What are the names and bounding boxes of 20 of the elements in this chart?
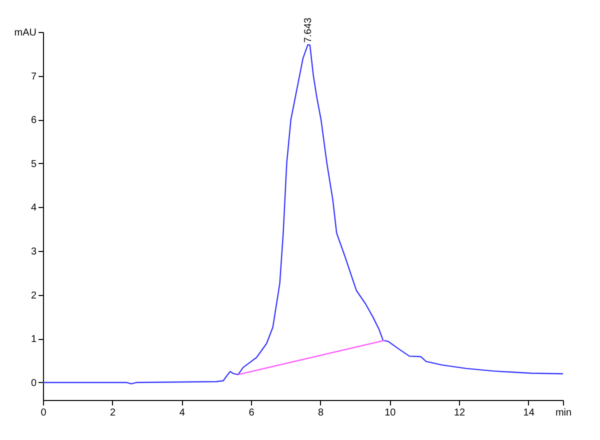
y-tick-label: 3 — [30, 246, 37, 258]
y-tick-label: 4 — [30, 202, 37, 214]
y-tick-label: 2 — [30, 290, 37, 302]
y-tick-label: 1 — [30, 334, 37, 346]
x-tick-label: 14 — [523, 408, 535, 418]
x-tick-label: 2 — [110, 408, 116, 418]
line-series — [43, 44, 563, 384]
x-tick-label: min — [555, 408, 572, 418]
x-tick-label: 4 — [179, 408, 186, 418]
y-tick-label: 0 — [30, 378, 37, 389]
x-tick-label: 0 — [40, 408, 47, 418]
y-tick-label: 7 — [30, 71, 37, 82]
x-tick-label: 6 — [248, 408, 255, 418]
x-tick-label: 8 — [318, 408, 324, 418]
y-tick-label: 6 — [30, 115, 37, 126]
y-tick-label: mAU — [14, 28, 36, 38]
annotation: 7.643 — [302, 17, 314, 43]
y-tick-label: 5 — [30, 158, 37, 170]
x-tick-label: 12 — [454, 408, 466, 418]
x-tick-label: 10 — [384, 408, 396, 418]
